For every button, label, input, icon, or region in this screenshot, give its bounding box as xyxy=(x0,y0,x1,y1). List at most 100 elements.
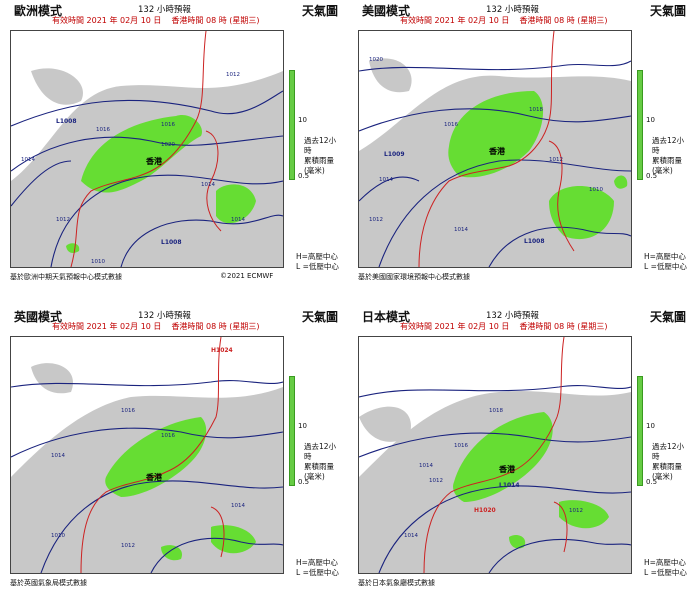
rain-legend: 10 0.5 過去12小時 累積雨量(毫米) H=高壓中心 L =低壓中心 xyxy=(286,30,342,271)
isobar-label: 1012 xyxy=(56,217,70,223)
isobar-label: 1012 xyxy=(429,478,443,484)
isobar-line xyxy=(120,214,283,267)
panel-jma: 日本模式 132 小時預報 天氣圖 有效時間 2021 年 02月 10 日香港… xyxy=(358,308,690,590)
cloud-area xyxy=(369,58,412,93)
isobar-label: 1018 xyxy=(529,107,543,113)
isobar-line xyxy=(359,108,631,132)
rain-area xyxy=(216,184,256,224)
chart-title: 天氣圖 xyxy=(301,310,338,324)
panel-header: 日本模式 132 小時預報 天氣圖 有效時間 2021 年 02月 10 日香港… xyxy=(358,308,690,338)
isobar-label: 1014 xyxy=(21,157,35,163)
isobar-label: 1016 xyxy=(444,122,458,128)
rain-area xyxy=(211,525,256,554)
isobar-line xyxy=(378,159,631,267)
valid-time: 有效時間 2021 年 02月 10 日香港時間 08 時 (星期三) xyxy=(400,16,608,25)
valid-time: 有效時間 2021 年 02月 10 日香港時間 08 時 (星期三) xyxy=(52,322,260,331)
valid-time: 有效時間 2021 年 02月 10 日香港時間 08 時 (星期三) xyxy=(52,16,260,25)
isobar-label: 1016 xyxy=(161,122,175,128)
coastline xyxy=(80,337,225,573)
isobar-line xyxy=(150,537,283,573)
valid-time: 有效時間 2021 年 02月 10 日香港時間 08 時 (星期三) xyxy=(400,322,608,331)
isobar-label: 1010 xyxy=(51,533,65,539)
isobar-label: 1010 xyxy=(91,259,105,265)
rain-scale-bar xyxy=(637,376,643,486)
source-footer: 基於美國國家環境預報中心模式數據 xyxy=(358,273,470,281)
forecast-hours: 132 小時預報 xyxy=(486,311,539,321)
rain-area xyxy=(81,115,202,193)
isobar-label: 1014 xyxy=(419,463,433,469)
isobar-label: 1012 xyxy=(549,157,563,163)
isobar-line xyxy=(359,176,420,202)
weather-map: 1016 1016 1014 1012 1010 1014 H1024 香港 xyxy=(10,336,284,574)
rain-legend-title: 過去12小時 累積雨量(毫米) xyxy=(304,442,337,481)
rain-area xyxy=(509,535,526,549)
isobar-label: 1014 xyxy=(231,217,245,223)
cloud-area xyxy=(359,406,411,442)
isobar-label: 1014 xyxy=(51,453,65,459)
map-canvas: 1016 1016 1014 1012 1010 1014 H1024 香港 xyxy=(11,337,283,573)
coastline xyxy=(70,31,222,267)
isobar-label: 1014 xyxy=(454,227,468,233)
isobar-label: 1012 xyxy=(226,72,240,78)
isobar-line xyxy=(359,432,631,458)
forecast-hours: 132 小時預報 xyxy=(486,5,539,15)
isobar-line xyxy=(40,480,283,573)
forecast-hours: 132 小時預報 xyxy=(138,5,191,15)
isobar-label: 1020 xyxy=(161,142,175,148)
rain-area xyxy=(66,243,80,254)
center-legend: H=高壓中心 L =低壓中心 xyxy=(296,252,339,271)
scale-tick: 0.5 xyxy=(646,478,658,486)
model-name: 美國模式 xyxy=(362,4,411,18)
isobar-label: 1014 xyxy=(231,503,245,509)
hong-kong-label: 香港 xyxy=(145,472,163,482)
panel-header: 英國模式 132 小時預報 天氣圖 有效時間 2021 年 02月 10 日香港… xyxy=(10,308,342,338)
weather-map: 1012 1016 1020 1014 1014 1012 1014 1010 1016 L100… xyxy=(10,30,284,268)
forecast-hours: 132 小時預報 xyxy=(138,311,191,321)
isobar-line xyxy=(378,485,631,573)
scale-tick: 10 xyxy=(298,422,307,430)
panel-ecmwf: 歐洲模式 132 小時預報 天氣圖 有效時間 2021 年 02月 10 日香港… xyxy=(10,2,342,284)
copyright: ©2021 ECMWF xyxy=(220,272,274,280)
rain-legend: 10 0.5 過去12小時 累積雨量(毫米) H=高壓中心 L =低壓中心 xyxy=(634,30,690,271)
chart-title: 天氣圖 xyxy=(301,4,338,18)
rain-scale-bar xyxy=(289,376,295,486)
isobar-label: 1016 xyxy=(454,443,468,449)
source-footer: 基於日本氣象廳模式數據 xyxy=(358,579,435,587)
cloud-area xyxy=(31,68,83,105)
low-center: L1009 xyxy=(384,151,405,158)
rain-area xyxy=(161,545,182,561)
low-center: L1008 xyxy=(56,118,77,125)
rain-legend-title: 過去12小時 累積雨量(毫米) xyxy=(304,136,337,175)
rain-scale-bar xyxy=(637,70,643,180)
isobar-label: 1014 xyxy=(201,182,215,188)
isobar-label: 1014 xyxy=(379,177,393,183)
isobar-label: 1012 xyxy=(121,543,135,549)
center-legend: H=高壓中心 L =低壓中心 xyxy=(644,252,687,271)
low-center: L1008 xyxy=(161,239,182,246)
isobar-label: 1016 xyxy=(96,127,110,133)
isobar-line xyxy=(11,380,283,388)
isobar-line xyxy=(11,160,72,207)
isobar-label: 1012 xyxy=(369,217,383,223)
scale-tick: 0.5 xyxy=(646,172,658,180)
rain-legend-title: 過去12小時 累積雨量(毫米) xyxy=(652,442,685,481)
hong-kong-label: 香港 xyxy=(498,464,516,474)
rain-area xyxy=(559,500,609,529)
high-center: H1020 xyxy=(474,507,496,514)
weather-map: 1020 1016 1018 1014 1012 1014 1010 1012 L1008 L10… xyxy=(358,30,632,268)
model-name: 歐洲模式 xyxy=(14,4,63,18)
model-name: 英國模式 xyxy=(14,310,63,324)
isobar-line xyxy=(488,226,631,267)
rain-area xyxy=(614,175,628,189)
center-legend: H=高壓中心 L =低壓中心 xyxy=(296,558,339,577)
center-legend: H=高壓中心 L =低壓中心 xyxy=(644,558,687,577)
map-canvas: 1018 1016 1014 1012 1014 1012 L1014 H1020 香港 xyxy=(359,337,631,573)
chart-title: 天氣圖 xyxy=(649,4,686,18)
isobar-label: 1016 xyxy=(121,408,135,414)
rain-legend-title: 過去12小時 累積雨量(毫米) xyxy=(652,136,685,175)
scale-tick: 10 xyxy=(646,116,655,124)
coastline xyxy=(418,31,575,267)
map-canvas: 1012 1016 1020 1014 1014 1012 1014 1010 1016 L100… xyxy=(11,31,283,267)
isobar-label: 1016 xyxy=(161,433,175,439)
isobar-label: 1012 xyxy=(569,508,583,514)
